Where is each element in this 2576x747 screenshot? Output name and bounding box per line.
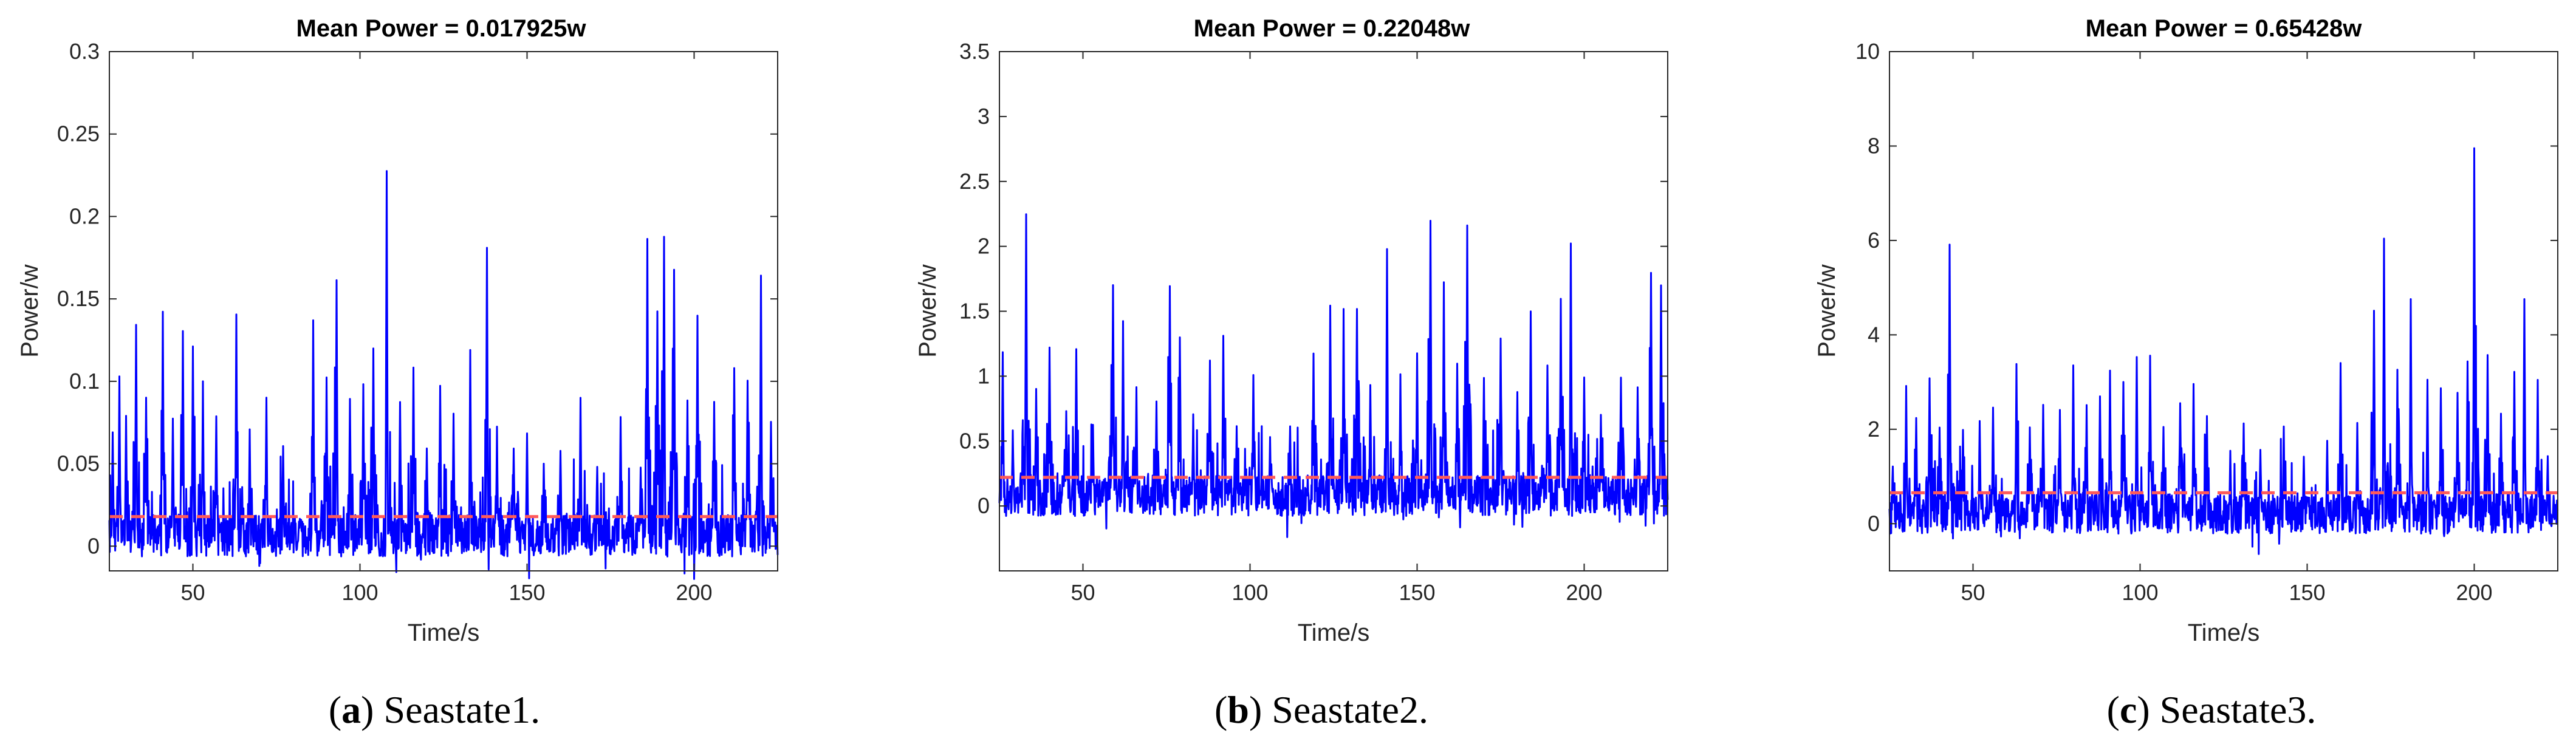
y-tick-group: 0 0.5 1 1.5 2 2.5 3 3.5 (959, 39, 1668, 518)
y-tick-label: 10 (1855, 39, 1880, 64)
chart-panel-b: Mean Power = 0.22048w 50 100 150 200 0 0.5 1 1… (914, 15, 1669, 731)
y-tick-label: 2 (978, 234, 990, 259)
series-group (1888, 147, 2559, 555)
axes-box (999, 51, 1668, 571)
panel-caption: (a) Seastate1. (329, 688, 540, 731)
caption-text: Seastate1. (374, 688, 540, 731)
x-tick-label: 100 (1231, 580, 1268, 605)
power-series-line (1888, 147, 2559, 555)
y-tick-label: 4 (1868, 322, 1880, 347)
y-tick-label: 2.5 (959, 169, 990, 194)
y-tick-label: 1 (978, 363, 990, 388)
series-group (998, 213, 1669, 538)
x-tick-label: 150 (509, 580, 545, 605)
x-tick-group: 50 100 150 200 (1961, 52, 2493, 605)
chart-panel-c: Mean Power = 0.65428w 50 100 150 200 0 2 4 6 8 1… (1814, 15, 2559, 731)
caption-text: Seastate3. (2150, 688, 2317, 731)
y-tick-label: 0.15 (57, 286, 100, 311)
y-tick-label: 2 (1868, 417, 1880, 442)
x-axis-label: Time/s (2188, 619, 2260, 646)
chart-panel-a: Mean Power = 0.017925w 50 100 150 200 0 0.05… (16, 15, 779, 731)
y-axis-label: Power/w (1814, 264, 1840, 357)
y-tick-label: 8 (1868, 133, 1880, 158)
x-tick-group: 50 100 150 200 (180, 52, 713, 605)
caption-letter: a (341, 688, 361, 731)
x-tick-group: 50 100 150 200 (1070, 52, 1603, 605)
y-tick-label: 0 (978, 493, 990, 518)
axes-box (1889, 51, 2558, 571)
y-tick-label: 3.5 (959, 39, 990, 64)
caption-letter: c (2120, 688, 2137, 731)
x-tick-label: 50 (180, 580, 205, 605)
y-tick-label: 0.5 (959, 428, 990, 453)
axes-box (109, 51, 778, 571)
panel-caption: (b) Seastate2. (1214, 688, 1428, 731)
y-tick-label: 3 (978, 104, 990, 129)
series-group (108, 170, 779, 580)
x-axis-label: Time/s (1298, 619, 1370, 646)
y-tick-label: 0 (1868, 511, 1880, 536)
x-tick-label: 150 (2289, 580, 2325, 605)
y-tick-label: 0 (87, 533, 100, 558)
y-tick-label: 6 (1868, 228, 1880, 253)
caption-letter: b (1227, 688, 1249, 731)
y-tick-label: 0.05 (57, 451, 100, 476)
power-series-line (108, 170, 779, 580)
y-tick-label: 0.25 (57, 121, 100, 146)
x-tick-label: 200 (1566, 580, 1602, 605)
chart-title: Mean Power = 0.65428w (2086, 15, 2363, 42)
power-series-line (998, 213, 1669, 538)
x-tick-label: 50 (1961, 580, 1985, 605)
chart-title: Mean Power = 0.017925w (296, 15, 587, 42)
y-axis-label: Power/w (16, 264, 43, 357)
x-tick-label: 50 (1070, 580, 1095, 605)
x-axis-label: Time/s (408, 619, 480, 646)
y-tick-group: 0 0.05 0.1 0.15 0.2 0.25 0.3 (57, 39, 778, 558)
y-axis-label: Power/w (914, 264, 941, 357)
chart-title: Mean Power = 0.22048w (1194, 15, 1471, 42)
panel-caption: (c) Seastate3. (2107, 688, 2317, 731)
y-tick-label: 0.1 (69, 369, 100, 394)
x-tick-label: 150 (1399, 580, 1435, 605)
y-tick-label: 1.5 (959, 299, 990, 324)
y-tick-group: 0 2 4 6 8 10 (1855, 39, 2558, 536)
x-tick-label: 100 (2122, 580, 2158, 605)
x-tick-label: 100 (341, 580, 378, 605)
y-tick-label: 0.2 (69, 203, 100, 228)
caption-text: Seastate2. (1262, 688, 1428, 731)
x-tick-label: 200 (676, 580, 712, 605)
y-tick-label: 0.3 (69, 39, 100, 64)
x-tick-label: 200 (2456, 580, 2492, 605)
